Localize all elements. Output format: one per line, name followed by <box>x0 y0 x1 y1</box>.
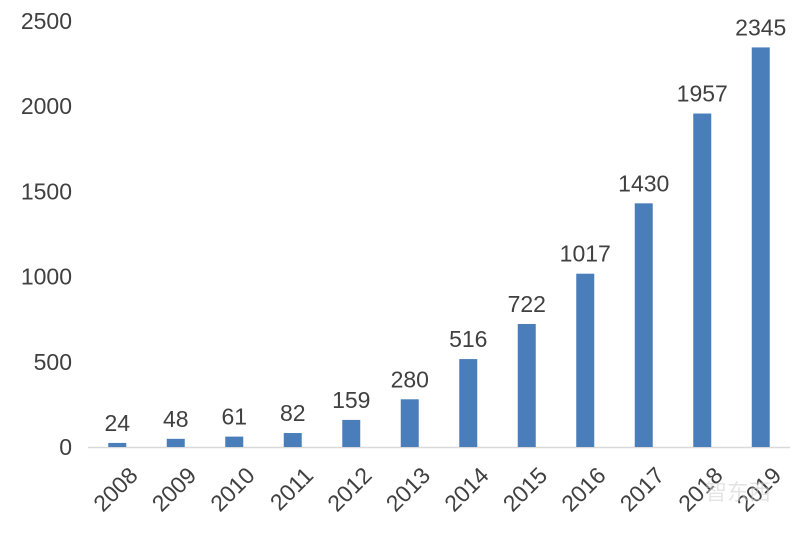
bar-2009 <box>166 438 185 447</box>
y-axis-ticks: 0 500 1000 1500 2000 2500 <box>21 8 72 460</box>
data-label-2018: 1957 <box>677 81 728 107</box>
data-label-2014: 516 <box>449 326 487 352</box>
y-tick-label: 2500 <box>21 8 72 34</box>
watermark-logo: 智东西 <box>705 481 771 506</box>
x-tick-label-2008: 2008 <box>88 462 143 517</box>
bar-2019 <box>751 47 770 448</box>
y-tick-label: 1000 <box>21 264 72 290</box>
data-label-2012: 159 <box>332 387 370 413</box>
y-tick-label: 2000 <box>21 93 72 119</box>
x-tick-label-2015: 2015 <box>498 462 553 517</box>
x-tick-label-2010: 2010 <box>205 462 260 517</box>
bar-2013 <box>400 399 419 447</box>
bar-series <box>108 47 770 448</box>
data-label-2011: 82 <box>280 400 306 426</box>
x-tick-label-2013: 2013 <box>381 462 436 517</box>
data-label-2008: 24 <box>104 410 130 436</box>
bar-2011 <box>283 433 302 447</box>
x-tick-label-2014: 2014 <box>439 462 494 517</box>
x-tick-label-2012: 2012 <box>322 462 377 517</box>
bar-2008 <box>108 442 127 447</box>
x-tick-label-2016: 2016 <box>556 462 611 517</box>
bar-2015 <box>517 323 536 447</box>
data-label-2017: 1430 <box>618 170 669 196</box>
data-label-2019: 2345 <box>735 14 786 40</box>
y-tick-label: 1500 <box>21 178 72 204</box>
data-label-2009: 48 <box>163 406 189 432</box>
data-label-2010: 61 <box>221 404 247 430</box>
data-label-2013: 280 <box>391 366 429 392</box>
y-tick-label: 0 <box>59 434 72 460</box>
bar-2012 <box>342 419 361 447</box>
bar-2017 <box>634 203 653 447</box>
data-label-2016: 1017 <box>560 241 611 267</box>
bar-2016 <box>576 273 595 447</box>
data-label-2015: 722 <box>508 291 546 317</box>
y-tick-label: 500 <box>34 349 72 375</box>
bar-2014 <box>459 359 478 447</box>
x-tick-label-2017: 2017 <box>615 462 670 517</box>
bar-2018 <box>693 113 712 448</box>
x-tick-label-2011: 2011 <box>265 462 318 515</box>
data-labels: 24 48 61 82 159 280 516 722 1017 1430 1957 2345 <box>104 14 786 435</box>
x-tick-label-2009: 2009 <box>147 462 202 517</box>
bar-2010 <box>225 436 244 447</box>
x-axis-ticks: 2008 2009 2010 2011 2012 2013 2014 2015 2016 2017… <box>88 462 786 517</box>
